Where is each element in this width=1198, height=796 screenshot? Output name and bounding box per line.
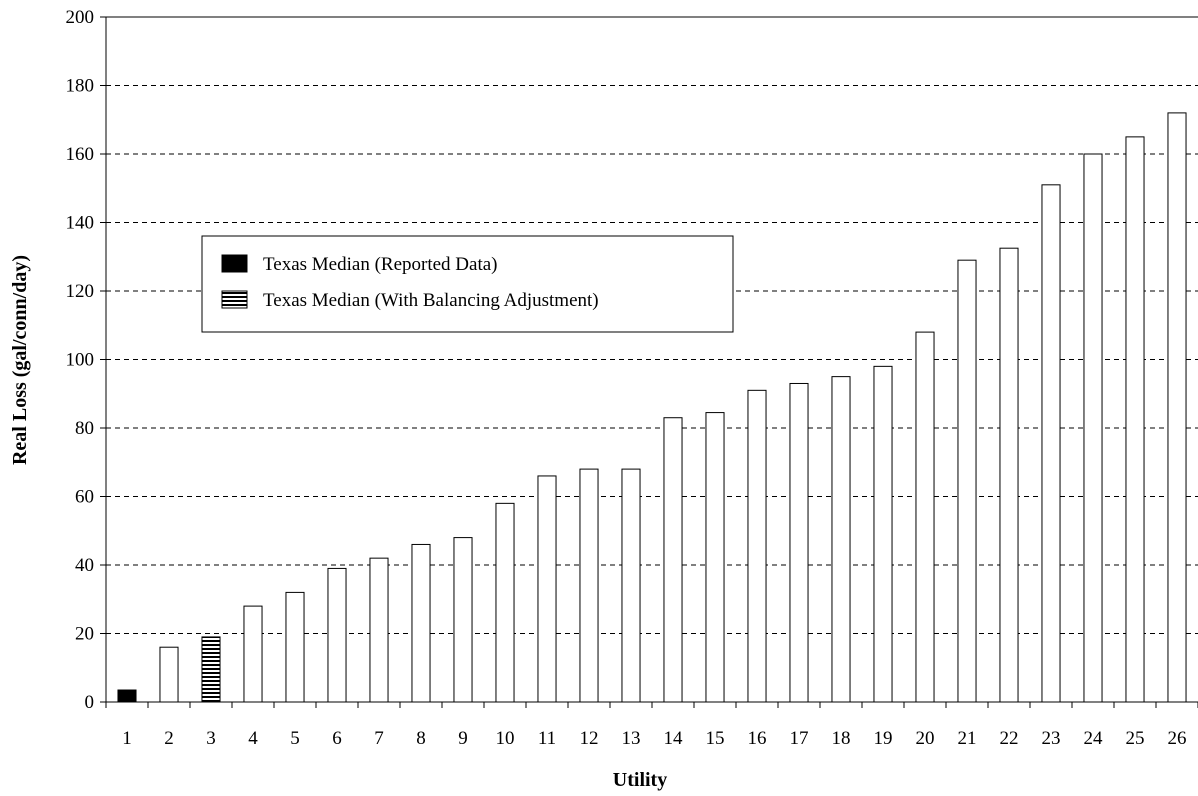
bar-utility-25 xyxy=(1125,136,1145,703)
x-tick-label: 10 xyxy=(496,728,515,749)
y-axis-title: Real Loss (gal/conn/day) xyxy=(9,255,31,465)
bar-utility-17 xyxy=(789,382,809,703)
x-tick-label: 26 xyxy=(1168,728,1187,749)
y-tick-label: 80 xyxy=(75,418,94,439)
bar-utility-22 xyxy=(999,247,1019,703)
bar-utility-8 xyxy=(411,543,431,703)
y-tick-label: 40 xyxy=(75,555,94,576)
bar-utility-5 xyxy=(285,591,305,703)
y-tick-label: 100 xyxy=(66,350,95,371)
bar-utility-1 xyxy=(117,689,137,703)
bar-utility-16 xyxy=(747,389,767,703)
bar-utility-12 xyxy=(579,468,599,703)
x-tick-label: 9 xyxy=(458,728,468,749)
x-tick-label: 14 xyxy=(664,728,684,749)
x-tick-label: 12 xyxy=(580,728,599,749)
bar-utility-9 xyxy=(453,537,473,703)
x-tick-label: 5 xyxy=(290,728,300,749)
x-tick-label: 16 xyxy=(748,728,767,749)
bar-utility-3 xyxy=(201,636,221,703)
bar-utility-14 xyxy=(663,417,683,703)
bars xyxy=(117,112,1187,703)
x-tick-label: 11 xyxy=(538,728,556,749)
x-tick-label: 15 xyxy=(706,728,725,749)
x-tick-label: 17 xyxy=(790,728,809,749)
x-tick-label: 25 xyxy=(1126,728,1145,749)
x-axis-title: Utility xyxy=(613,769,667,791)
axes xyxy=(100,16,1198,708)
y-tick-label: 20 xyxy=(75,624,94,645)
bar-utility-11 xyxy=(537,475,557,703)
legend-swatch-adjusted xyxy=(221,290,248,309)
bar-utility-21 xyxy=(957,259,977,703)
x-tick-label: 22 xyxy=(1000,728,1019,749)
y-tick-label: 140 xyxy=(66,213,95,234)
legend-label-reported: Texas Median (Reported Data) xyxy=(263,254,498,275)
y-tick-label: 200 xyxy=(66,7,95,28)
bar-utility-19 xyxy=(873,365,893,703)
x-tick-label: 21 xyxy=(958,728,977,749)
x-tick-label: 3 xyxy=(206,728,216,749)
bar-utility-2 xyxy=(159,646,179,703)
x-tick-label: 7 xyxy=(374,728,384,749)
legend: Texas Median (Reported Data) Texas Media… xyxy=(201,235,734,333)
x-tick-label: 24 xyxy=(1084,728,1104,749)
y-tick-label: 60 xyxy=(75,487,94,508)
x-tick-label: 4 xyxy=(248,728,258,749)
x-tick-label: 23 xyxy=(1042,728,1061,749)
x-tick-label: 2 xyxy=(164,728,174,749)
bar-utility-24 xyxy=(1083,153,1103,703)
x-tick-label: 20 xyxy=(916,728,935,749)
bar-utility-6 xyxy=(327,567,347,703)
y-tick-label: 120 xyxy=(66,281,95,302)
legend-box xyxy=(201,235,734,333)
bar-utility-26 xyxy=(1167,112,1187,703)
x-tick-label: 13 xyxy=(622,728,641,749)
bar-utility-7 xyxy=(369,557,389,703)
x-tick-label: 19 xyxy=(874,728,893,749)
bar-utility-13 xyxy=(621,468,641,703)
bar-utility-23 xyxy=(1041,184,1061,703)
bar-utility-15 xyxy=(705,412,725,703)
x-tick-label: 8 xyxy=(416,728,426,749)
bar-utility-10 xyxy=(495,502,515,703)
bar-utility-4 xyxy=(243,605,263,703)
x-tick-label: 18 xyxy=(832,728,851,749)
bar-utility-18 xyxy=(831,376,851,703)
bar-utility-20 xyxy=(915,331,935,703)
x-tick-label: 1 xyxy=(122,728,132,749)
y-tick-label: 180 xyxy=(66,76,95,97)
legend-label-adjusted: Texas Median (With Balancing Adjustment) xyxy=(263,290,599,311)
y-tick-label: 0 xyxy=(85,692,95,713)
legend-swatch-reported xyxy=(221,254,248,273)
x-tick-label: 6 xyxy=(332,728,342,749)
y-tick-label: 160 xyxy=(66,144,95,165)
